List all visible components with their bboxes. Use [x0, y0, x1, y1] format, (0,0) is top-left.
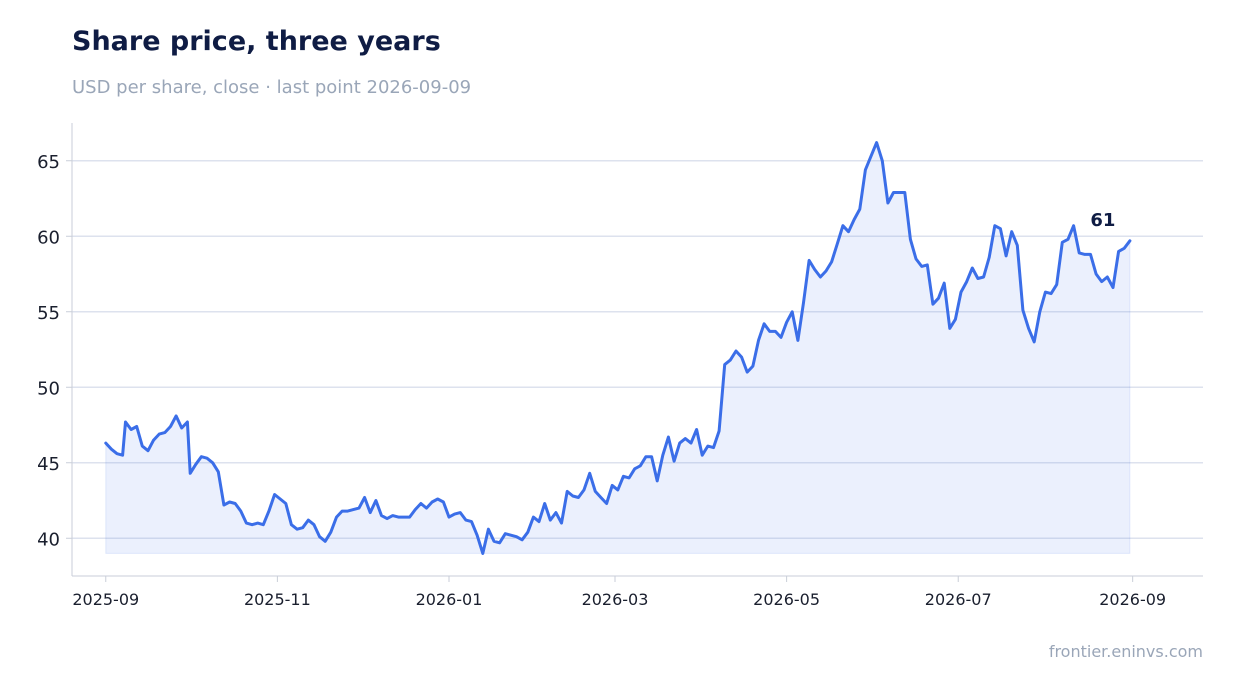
plot-area: 61 — [104, 141, 1132, 556]
xtick-label-2025-09: 2025-09 — [72, 590, 139, 609]
last-value-label: 61 — [1090, 210, 1115, 231]
source-label: frontier.eninvs.com — [1048, 642, 1203, 661]
xtick-label-2026-09: 2026-09 — [1099, 590, 1166, 609]
ytick-label-60: 60 — [37, 227, 60, 248]
ytick-label-50: 50 — [37, 378, 60, 399]
chart-title: Share price, three years — [72, 26, 441, 57]
ytick-label-55: 55 — [37, 303, 60, 324]
tick-labels: 40 45 50 55 60 65 2025-09 2025-11 2026-01 2026-03… — [37, 152, 1166, 609]
xtick-label-2026-01: 2026-01 — [416, 590, 483, 609]
gridlines — [72, 160, 1203, 539]
chart-subtitle: USD per share, close · last point 2026-0… — [72, 77, 472, 98]
price-line — [104, 141, 1132, 555]
xtick-label-2026-07: 2026-07 — [925, 590, 992, 609]
axes — [66, 123, 1203, 582]
ytick-label-40: 40 — [37, 529, 60, 550]
ytick-label-45: 45 — [37, 454, 60, 475]
xtick-label-2026-03: 2026-03 — [582, 590, 649, 609]
xtick-label-2025-11: 2025-11 — [244, 590, 311, 609]
price-area — [105, 141, 1131, 556]
ytick-label-65: 65 — [37, 152, 60, 173]
xtick-label-2026-05: 2026-05 — [753, 590, 820, 609]
